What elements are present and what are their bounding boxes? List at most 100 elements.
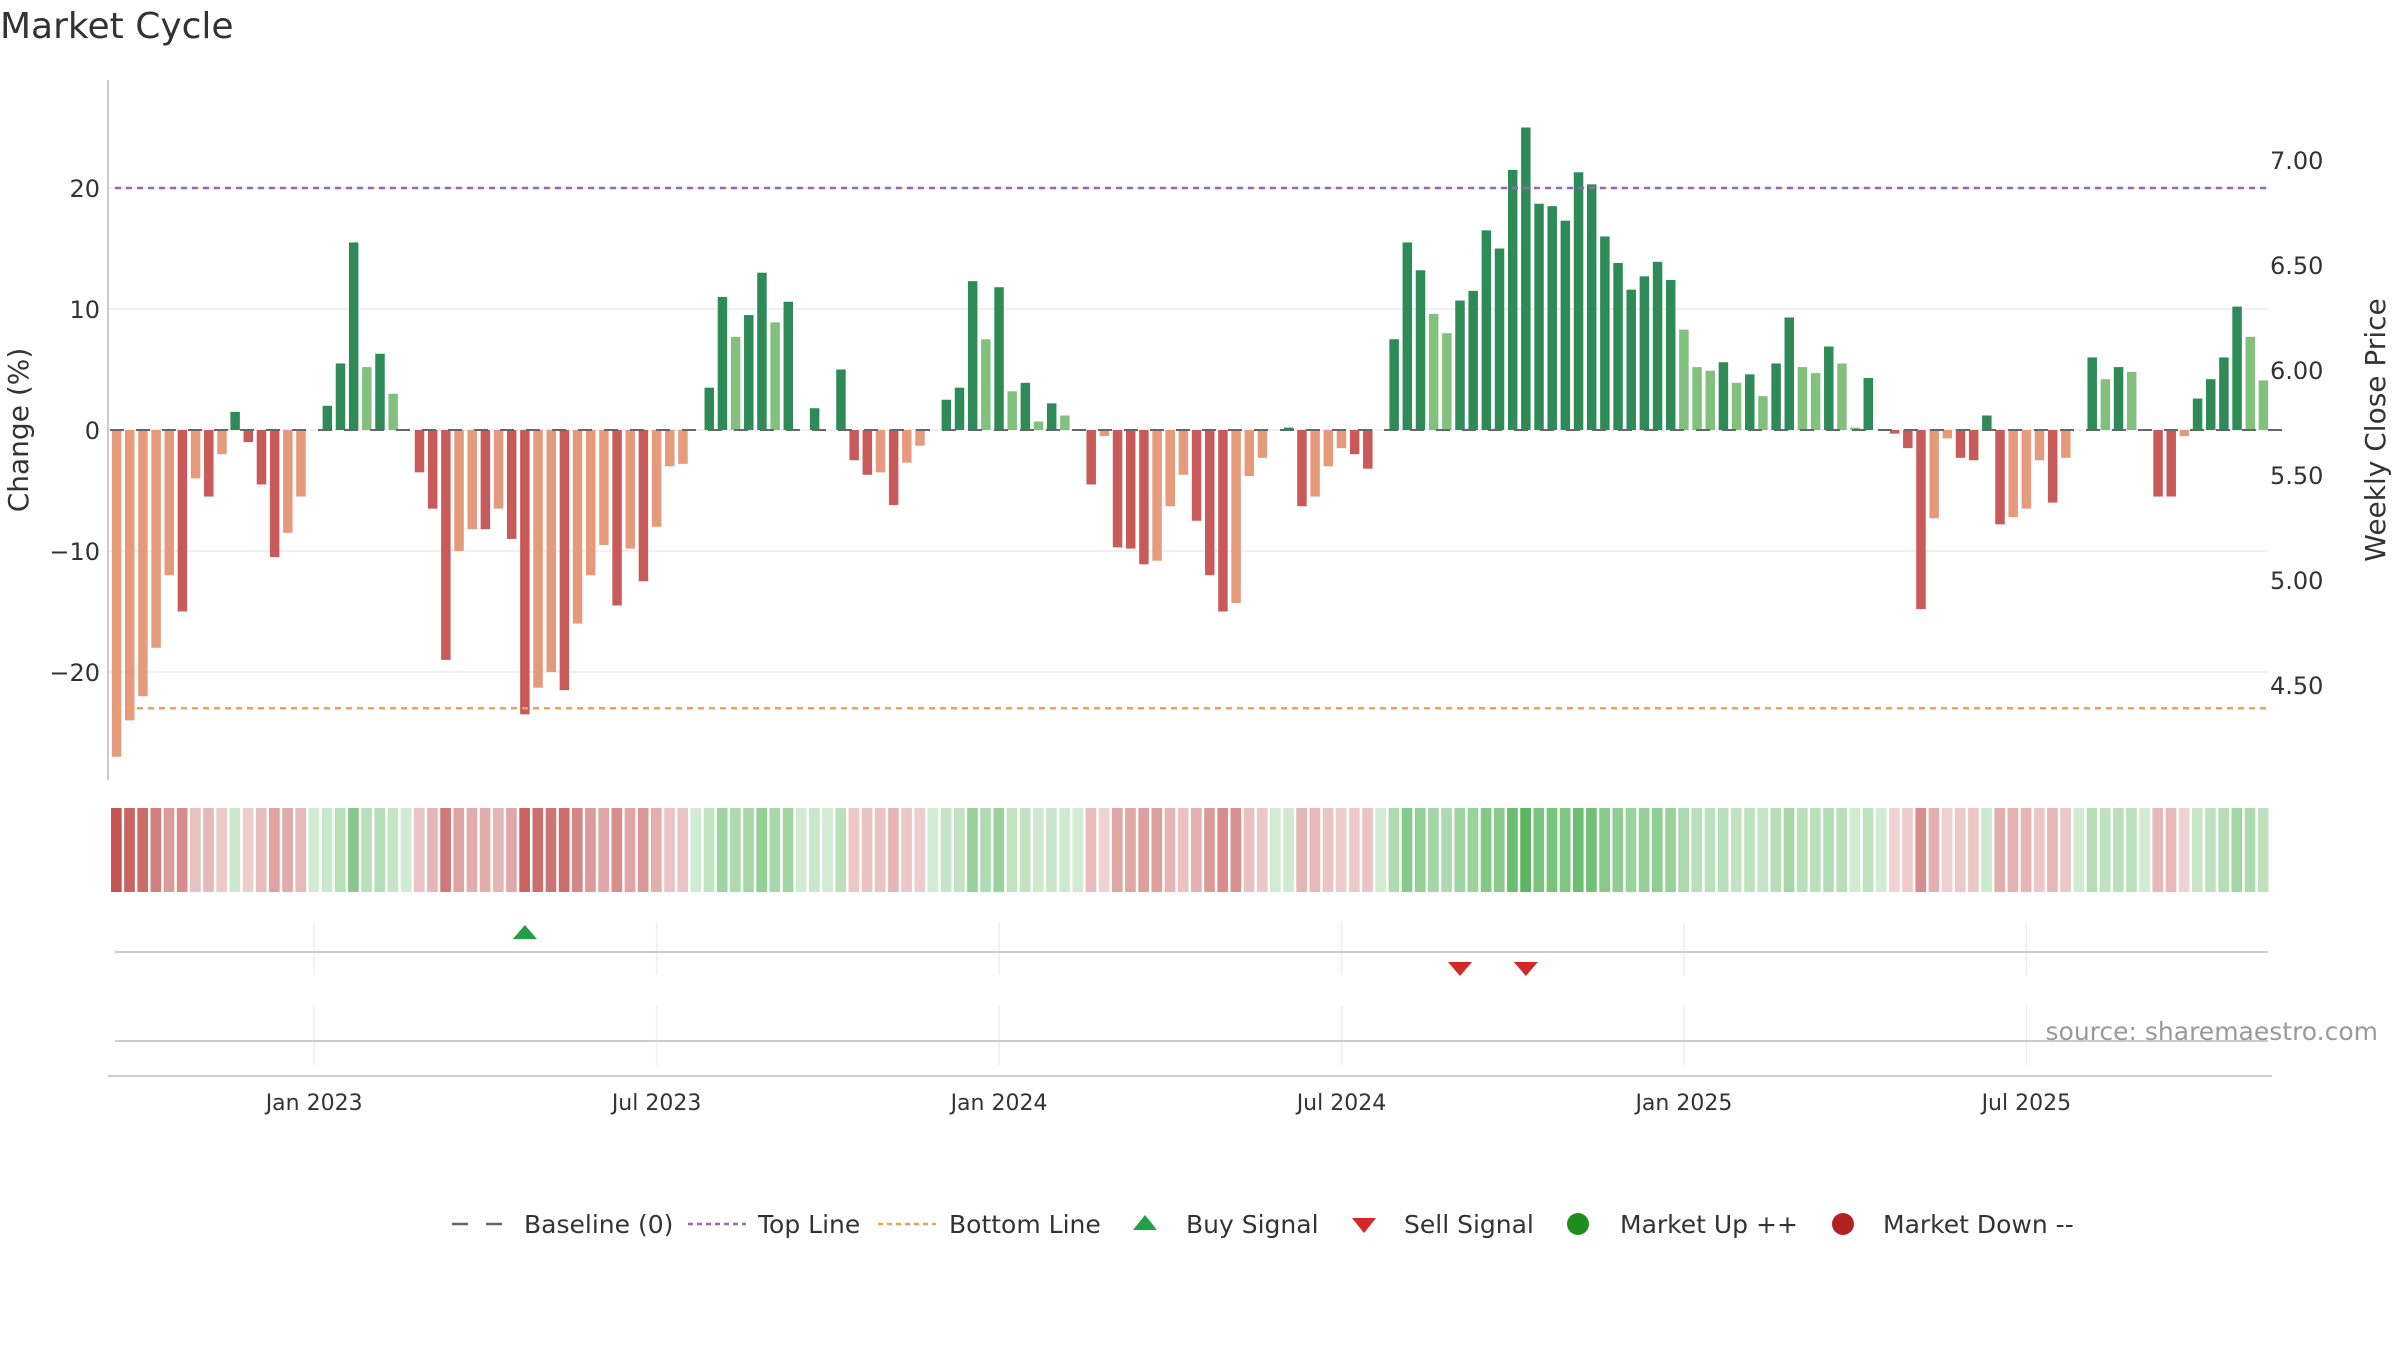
heat-cell [809,808,820,892]
y2-tick-label: 6.50 [2270,252,2323,280]
bar [1810,373,1821,430]
state-panel-grid [313,1005,2028,1065]
heat-cell [427,808,438,892]
bar [335,363,346,430]
bar [559,430,570,691]
bar [994,287,1004,430]
legend-market-down-label: Market Down -- [1883,1210,2074,1239]
bar [1534,203,1544,430]
heat-cell [1520,808,1531,892]
bar [1507,169,1518,430]
heat-cell [953,808,965,892]
heat-cell [1006,808,1018,892]
heat-cell [2047,808,2058,892]
heat-cell [479,808,491,892]
bar [1903,430,1913,449]
heat-cell [1151,808,1163,892]
bar [1178,430,1189,475]
bar [2232,306,2242,430]
bar [954,387,965,430]
y2-tick-label: 4.50 [2270,672,2323,700]
bar [164,430,175,576]
bar [665,430,675,467]
bar [230,411,240,430]
heat-cell [387,808,399,892]
heat-cell [2178,808,2190,892]
bar [138,430,148,697]
heat-cell [1665,808,1676,892]
bar [1020,382,1031,430]
bar [1731,382,1742,430]
heat-cell [374,808,386,892]
heat-cell [492,808,504,892]
legend-buy-label: Buy Signal [1186,1210,1319,1239]
heat-cell [598,808,609,892]
bar [1415,270,1426,430]
bar [217,430,227,455]
heat-cell [216,808,228,892]
heat-cell [1441,808,1452,892]
heat-cell [1678,808,1689,892]
bar [1600,236,1610,430]
heat-cell [1046,808,1057,892]
heat-cell [2205,808,2216,892]
bar [2061,430,2071,458]
bar [1929,430,1939,519]
bar [1652,261,1663,430]
bar [256,430,267,485]
heat-cell [1204,808,1215,892]
legend-sell-label: Sell Signal [1404,1210,1534,1239]
heat-cell [888,808,899,892]
bar [572,430,583,624]
heat-cell [282,808,293,892]
y-axis-label: Change (%) [2,348,35,513]
heat-cell [2165,808,2177,892]
heat-cell [624,808,636,892]
heat-cell [1823,808,1834,892]
bar [1547,206,1557,430]
bar [1428,313,1439,430]
heat-cell [1164,808,1176,892]
heat-cell [664,808,675,892]
bar [1665,279,1676,430]
heat-cell [163,808,175,892]
legend-market-down-swatch [1832,1213,1854,1235]
x-tick-label: Jul 2024 [1295,1091,1387,1116]
bar [1771,363,1781,430]
heat-cell [1480,808,1492,892]
heat-cell [229,808,241,892]
heat-cell [2007,808,2019,892]
heat-cell [1085,808,1097,892]
heat-cell [1796,808,1808,892]
bar [441,430,451,660]
bar [717,296,728,430]
bar [2205,379,2216,430]
heat-cell [1256,808,1268,892]
bar [1797,367,1808,430]
heat-cell [111,808,122,892]
heat-cell [1731,808,1742,892]
heat-cell [927,808,939,892]
bar [1692,367,1702,430]
heat-strip [111,808,2269,892]
heat-cell [1414,808,1426,892]
heat-cell [782,808,794,892]
bar [1139,430,1149,565]
bar [1257,430,1268,458]
heat-cell [1309,808,1321,892]
legend-market-up-label: Market Up ++ [1620,1210,1798,1239]
heat-cell [1467,808,1479,892]
heat-cell [203,808,214,892]
heat-cell [2218,808,2229,892]
bar [1349,430,1360,455]
bar [151,430,161,648]
bar [1231,430,1241,604]
heat-cell [1125,808,1136,892]
bar [1323,430,1334,467]
bar [1639,276,1650,430]
heat-cell [1625,808,1637,892]
source-note: source: sharemaestro.com [2046,1017,2379,1046]
heat-cell [690,808,702,892]
heat-cell [413,808,425,892]
heat-cell [1783,808,1795,892]
